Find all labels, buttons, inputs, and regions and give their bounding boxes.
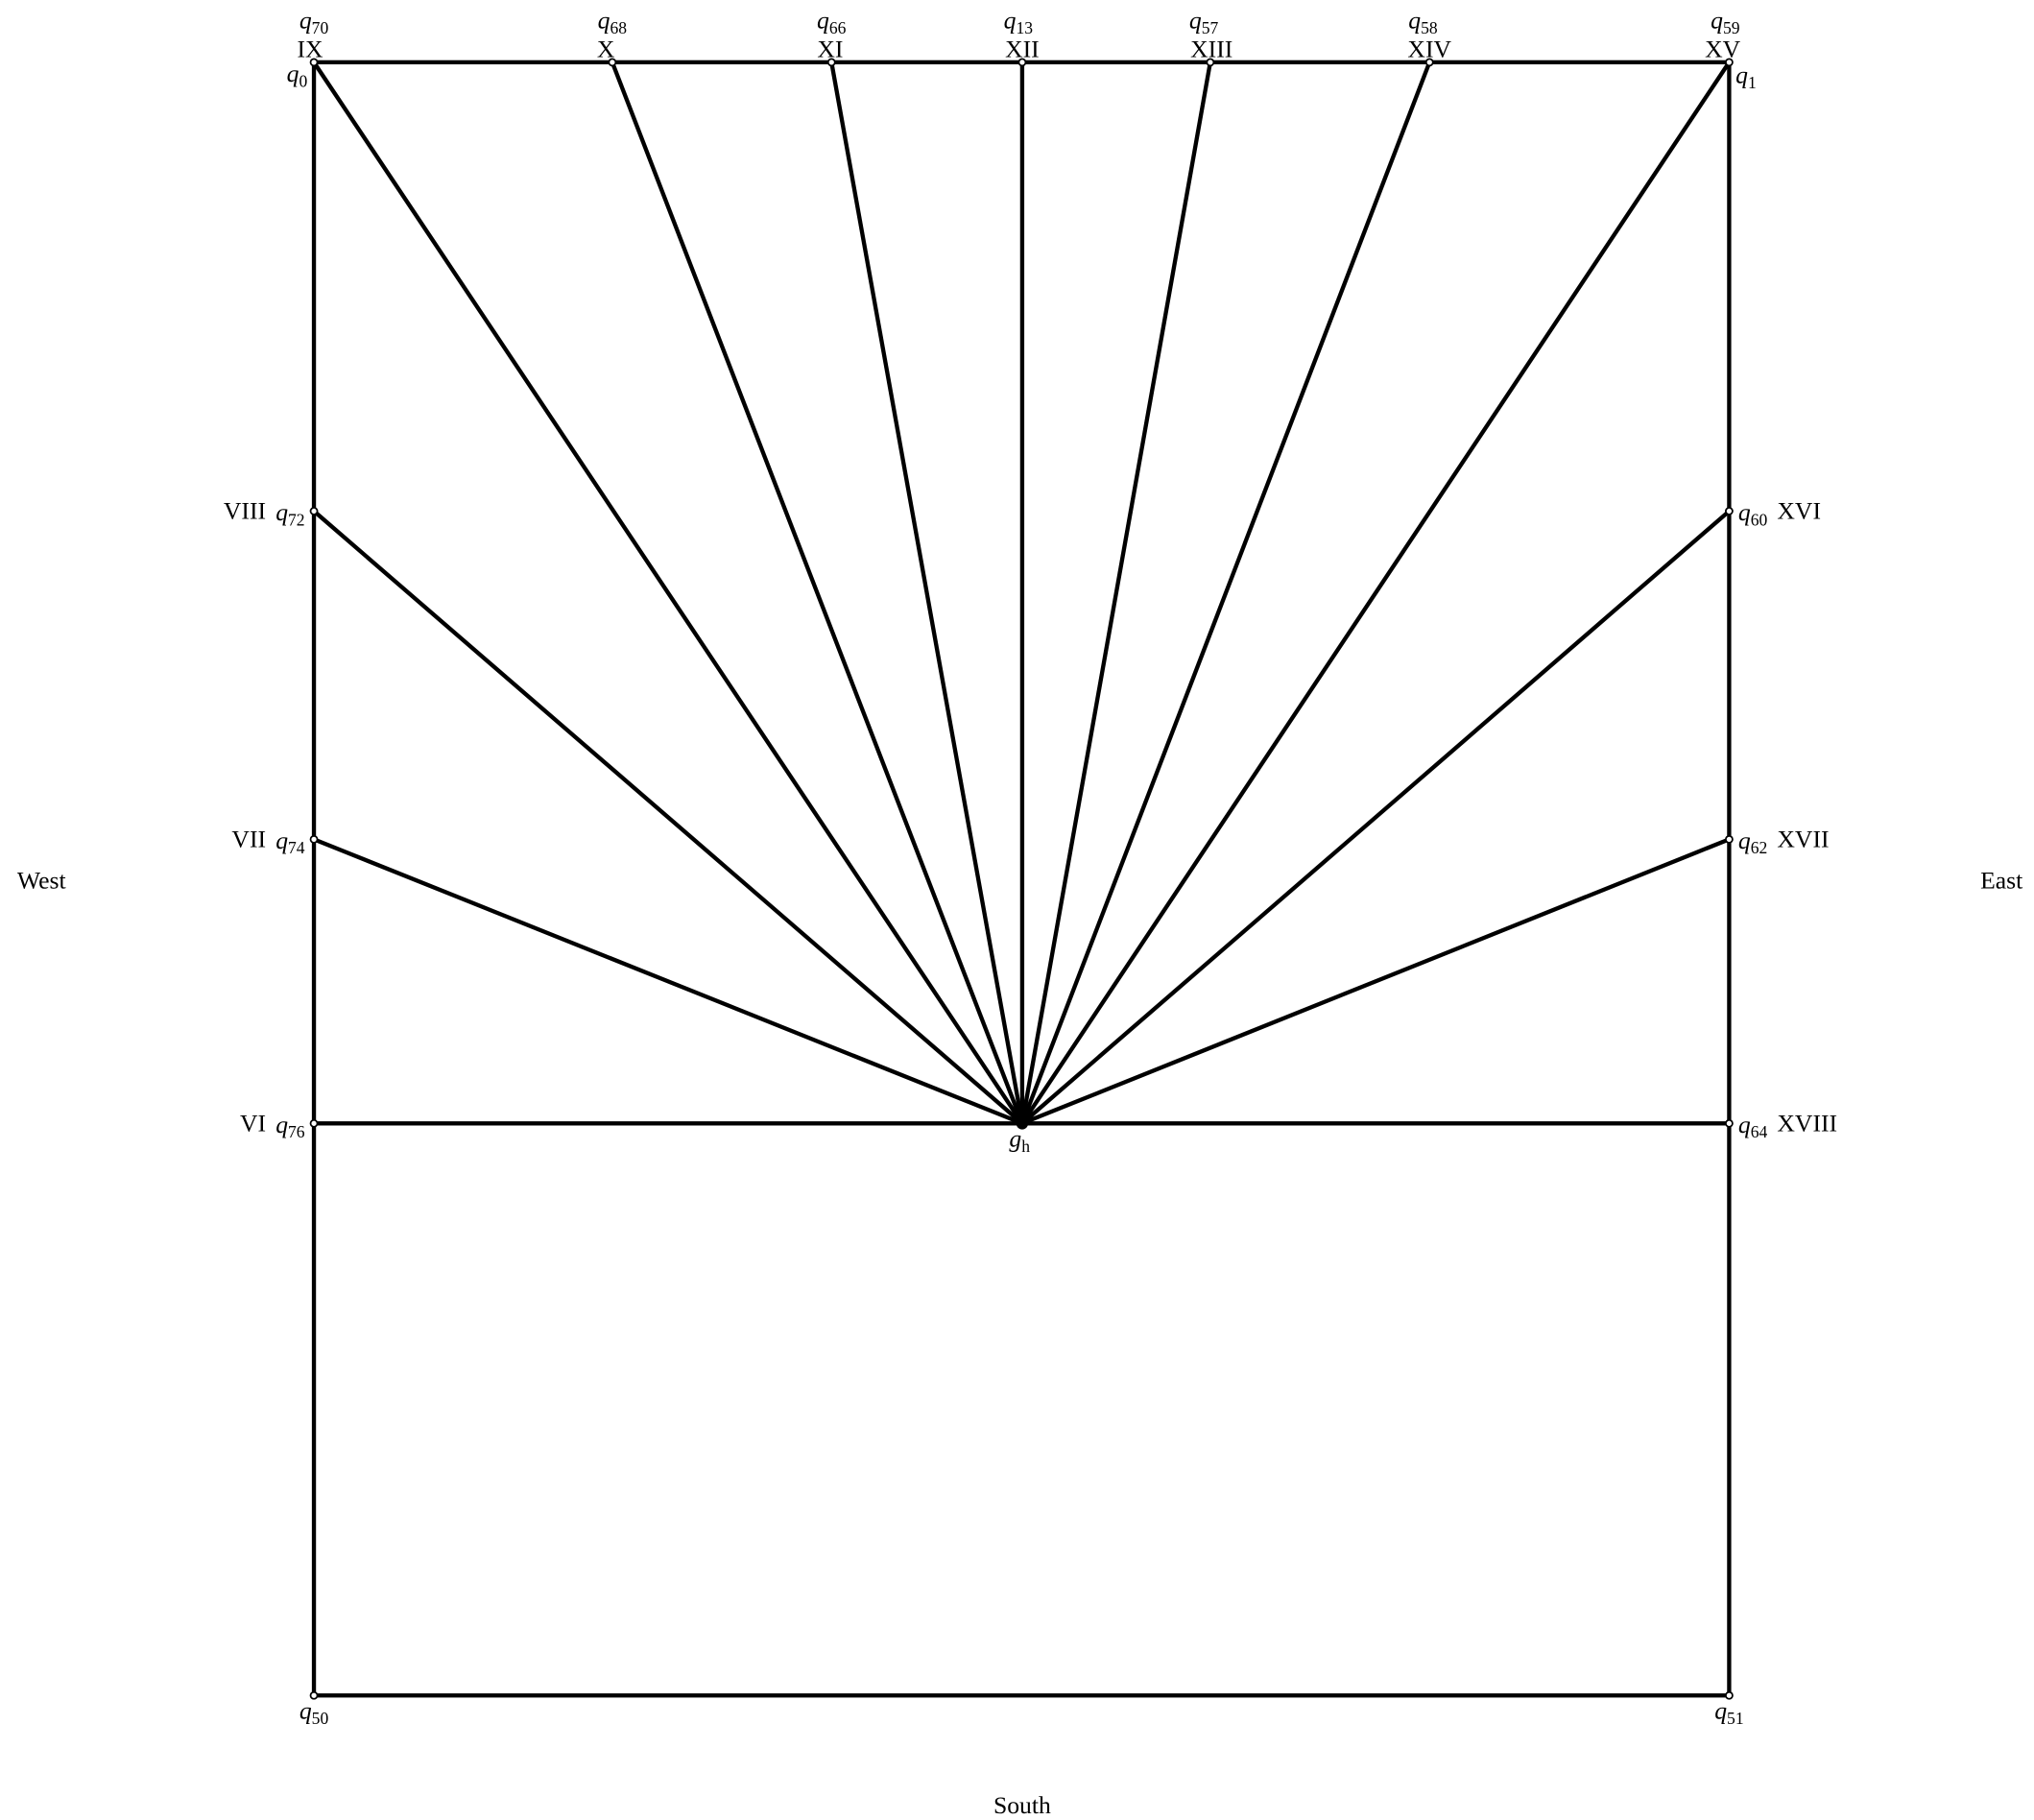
- node-subscript: 58: [1421, 18, 1438, 37]
- hour-label: XIV: [1407, 35, 1451, 62]
- node-subscript: 74: [288, 838, 305, 857]
- lines: [309, 58, 1734, 1700]
- node-base: q: [598, 7, 610, 35]
- node-label: q76: [275, 1111, 305, 1141]
- node-base: q: [1714, 1697, 1727, 1725]
- node-label: q68: [598, 7, 628, 37]
- direction-label: South: [993, 1791, 1051, 1819]
- node-base: q: [1408, 7, 1421, 35]
- point: [309, 507, 319, 515]
- node-label: gh: [1009, 1125, 1030, 1156]
- hour-line: [829, 61, 1025, 1124]
- point: [1725, 507, 1734, 515]
- node-subscript: h: [1021, 1137, 1030, 1156]
- node-base: q: [817, 7, 829, 35]
- node-subscript: 0: [299, 72, 308, 91]
- hour-line: [1020, 509, 1731, 1125]
- point: [1725, 834, 1734, 844]
- node-subscript: 57: [1202, 18, 1219, 37]
- node-subscript: 64: [1751, 1122, 1768, 1141]
- hour-line: [1019, 61, 1432, 1125]
- node-base: q: [1189, 7, 1202, 35]
- node-label: q62: [1738, 826, 1767, 857]
- node-label: q50: [299, 1697, 329, 1728]
- hour-label: VIII: [224, 497, 266, 525]
- direction-label: West: [17, 867, 66, 895]
- direction-label: East: [1980, 867, 2022, 895]
- node-subscript: 60: [1751, 510, 1768, 529]
- point: [309, 58, 319, 67]
- node-base: q: [287, 60, 299, 87]
- node-subscript: 62: [1751, 838, 1768, 857]
- hour-line: [313, 837, 1023, 1126]
- point: [309, 1690, 319, 1700]
- hour-line: [1021, 837, 1731, 1126]
- node-subscript: 66: [829, 18, 847, 37]
- hour-label: VII: [231, 825, 266, 852]
- node-label: q72: [275, 498, 304, 529]
- node-subscript: 70: [312, 18, 329, 37]
- node-label: q1: [1735, 60, 1757, 91]
- node-label: q60: [1738, 498, 1768, 529]
- point: [1017, 58, 1027, 67]
- node-base: q: [1735, 60, 1748, 88]
- hour-line: [1020, 60, 1732, 1125]
- node-label: q13: [1004, 7, 1034, 37]
- point: [1725, 58, 1734, 67]
- point: [608, 58, 617, 67]
- node-subscript: 13: [1016, 18, 1033, 37]
- node-base: q: [1738, 1111, 1751, 1138]
- node-label: q57: [1189, 7, 1219, 37]
- node-subscript: 51: [1727, 1709, 1744, 1728]
- hour-label: VI: [240, 1109, 266, 1137]
- node-base: q: [1738, 498, 1751, 526]
- node-base: q: [1738, 826, 1751, 854]
- hour-line: [1019, 61, 1212, 1124]
- hour-label: XVI: [1777, 497, 1821, 525]
- point: [309, 1118, 319, 1128]
- point: [1424, 58, 1434, 67]
- node-base: q: [299, 7, 312, 35]
- node-base: q: [275, 498, 288, 526]
- node-subscript: 76: [288, 1122, 305, 1141]
- node-label: q0: [287, 60, 308, 90]
- hour-line: [610, 61, 1024, 1125]
- hour-label: XII: [1005, 35, 1040, 62]
- point: [826, 58, 836, 67]
- node-label: q59: [1711, 7, 1740, 37]
- node-base: q: [275, 1111, 288, 1138]
- node-subscript: 59: [1723, 18, 1740, 37]
- center-point: [1016, 1117, 1029, 1130]
- node-label: q70: [299, 7, 329, 37]
- node-subscript: 1: [1748, 73, 1757, 92]
- hour-label: XV: [1705, 35, 1741, 62]
- node-subscript: 68: [610, 18, 628, 37]
- node-base: q: [1711, 7, 1723, 35]
- node-base: q: [299, 1697, 312, 1725]
- node-subscript: 72: [288, 510, 305, 529]
- hour-label: X: [597, 35, 615, 62]
- hour-line: [312, 509, 1024, 1125]
- hour-label: XIII: [1190, 35, 1232, 62]
- hour-line: [312, 60, 1024, 1125]
- point: [309, 834, 319, 844]
- hour-label: IX: [297, 35, 323, 62]
- node-base: q: [1004, 7, 1017, 35]
- hour-label: XVIII: [1777, 1109, 1837, 1137]
- node-label: q74: [275, 826, 305, 857]
- node-label: q51: [1714, 1697, 1743, 1728]
- hour-label: XI: [817, 35, 843, 62]
- point: [1206, 58, 1215, 67]
- point: [1725, 1690, 1734, 1700]
- node-label: q66: [817, 7, 847, 37]
- node-base: q: [275, 826, 288, 854]
- node-label: q58: [1408, 7, 1438, 37]
- node-subscript: 50: [312, 1709, 329, 1728]
- point: [1725, 1118, 1734, 1128]
- node-label: q64: [1738, 1111, 1768, 1141]
- hour-label: XVII: [1777, 825, 1829, 852]
- node-base: g: [1009, 1125, 1021, 1153]
